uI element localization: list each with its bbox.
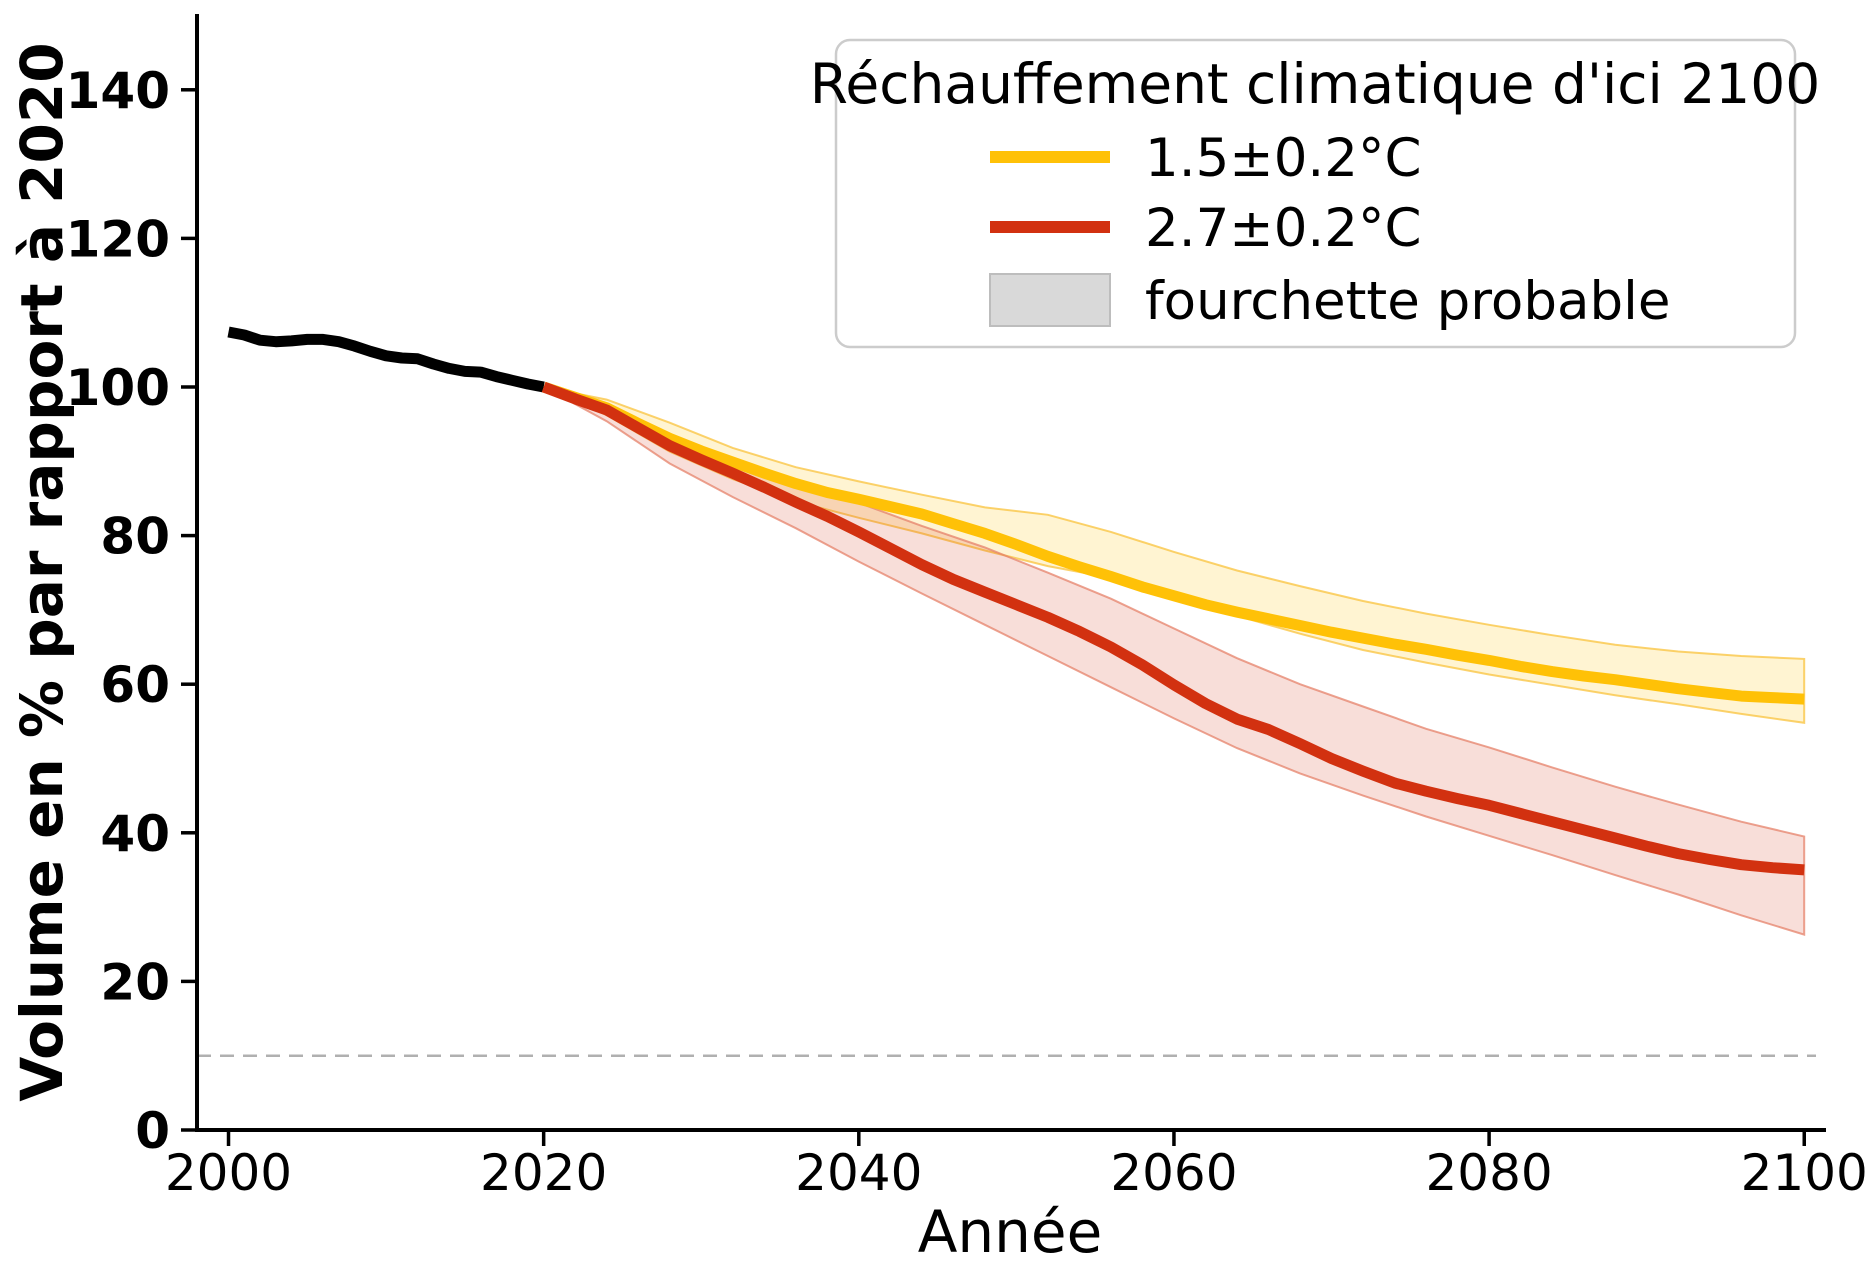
axis-ticks-layer: 2000 2020 2040 2060 2080 21000204060801001201… [66,62,1867,1202]
x-axis-label: Année [918,1198,1103,1266]
x-tick-label: 2060 [1110,1144,1237,1202]
y-tick-label: 80 [100,508,170,566]
band-2-7-uncertainty-band [543,386,1806,936]
historical-line [227,326,545,393]
series-lines-layer [227,326,1805,876]
y-tick-label: 20 [100,953,170,1011]
x-tick-label: 2020 [480,1144,607,1202]
y-tick-label: 100 [66,359,170,417]
legend-entry-1-5-label: 1.5±0.2°C [1145,128,1422,189]
y-tick-label: 60 [100,656,170,714]
x-tick-label: 2100 [1741,1144,1867,1202]
legend-entry-2-7-label: 2.7±0.2°C [1145,198,1422,259]
legend-box [834,38,1797,349]
x-tick-label: 2080 [1425,1144,1552,1202]
x-tick-label: 2000 [165,1144,292,1202]
legend-entry-probable-range-label: fourchette probable [1145,271,1670,332]
x-tick-label: 2040 [795,1144,922,1202]
y-axis-label: Volume en % par rapport à 2020 [8,42,76,1101]
y-tick-label: 120 [66,210,170,268]
legend-swatch-probable-range-patch [989,273,1111,327]
y-tick-label: 0 [135,1102,170,1160]
band-1-5-uncertainty-band [543,386,1806,724]
y-tick-label: 140 [66,62,170,120]
uncertainty-bands-layer [543,386,1806,936]
legend-title: Réchauffement climatique d'ici 2100 [810,52,1821,116]
legend: Réchauffement climatique d'ici 2100 1.5±… [810,38,1821,349]
scenario-2-7-line [541,381,1805,876]
y-tick-label: 40 [100,805,170,863]
scenario-1-5-line [541,381,1805,705]
